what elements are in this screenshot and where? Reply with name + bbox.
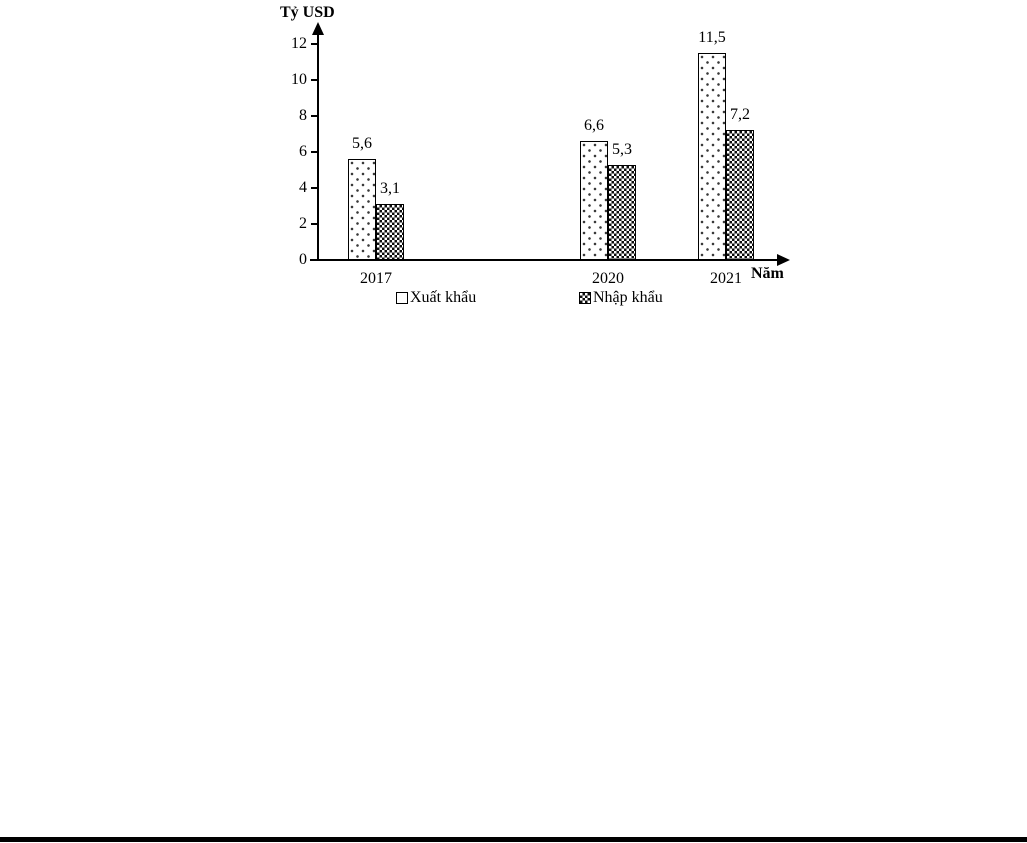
legend-label-export: Xuất khẩu — [410, 289, 477, 306]
legend-item-import: Nhập khẩu — [579, 290, 663, 306]
value-label-export-2020: 6,6 — [584, 117, 604, 135]
x-category-label-2017: 2017 — [360, 270, 392, 287]
y-tick-mark — [311, 223, 318, 225]
bar-export-2021 — [698, 53, 726, 260]
x-axis-line — [310, 259, 780, 261]
bar-export-2017 — [348, 159, 376, 260]
x-axis-arrow-icon — [777, 254, 790, 266]
value-label-import-2021: 7,2 — [730, 106, 750, 124]
y-tick-label: 6 — [299, 143, 307, 160]
legend-item-export: Xuất khẩu — [396, 290, 476, 306]
y-tick-label: 4 — [299, 179, 307, 196]
y-tick-mark — [311, 79, 318, 81]
value-label-import-2017: 3,1 — [380, 180, 400, 198]
y-axis-line — [317, 30, 319, 261]
y-axis-arrow-icon — [312, 22, 324, 35]
value-label-export-2021: 11,5 — [698, 29, 726, 46]
bottom-divider — [0, 837, 1027, 842]
bar-import-2020 — [608, 164, 636, 260]
y-tick-mark — [311, 187, 318, 189]
bar-export-2020 — [580, 141, 608, 260]
y-tick-mark — [311, 151, 318, 153]
y-tick-label: 2 — [299, 215, 307, 232]
x-axis-title: Năm — [751, 265, 784, 282]
y-tick-label: 10 — [291, 71, 307, 88]
import-legend-swatch-icon — [579, 292, 591, 304]
y-tick-label: 12 — [291, 35, 307, 52]
y-tick-mark — [311, 43, 318, 45]
y-tick-label: 0 — [299, 251, 307, 268]
export-legend-swatch-icon — [396, 292, 408, 304]
y-tick-label: 8 — [299, 107, 307, 124]
bar-import-2017 — [376, 204, 404, 260]
y-axis-title: Tỷ USD — [280, 4, 335, 21]
x-category-label-2021: 2021 — [710, 270, 742, 287]
value-label-import-2020: 5,3 — [612, 140, 632, 158]
legend-label-import: Nhập khẩu — [593, 289, 663, 306]
value-label-export-2017: 5,6 — [352, 135, 372, 153]
y-tick-mark — [311, 259, 318, 261]
bar-import-2021 — [726, 130, 754, 260]
y-tick-mark — [311, 115, 318, 117]
x-category-label-2020: 2020 — [592, 270, 624, 287]
